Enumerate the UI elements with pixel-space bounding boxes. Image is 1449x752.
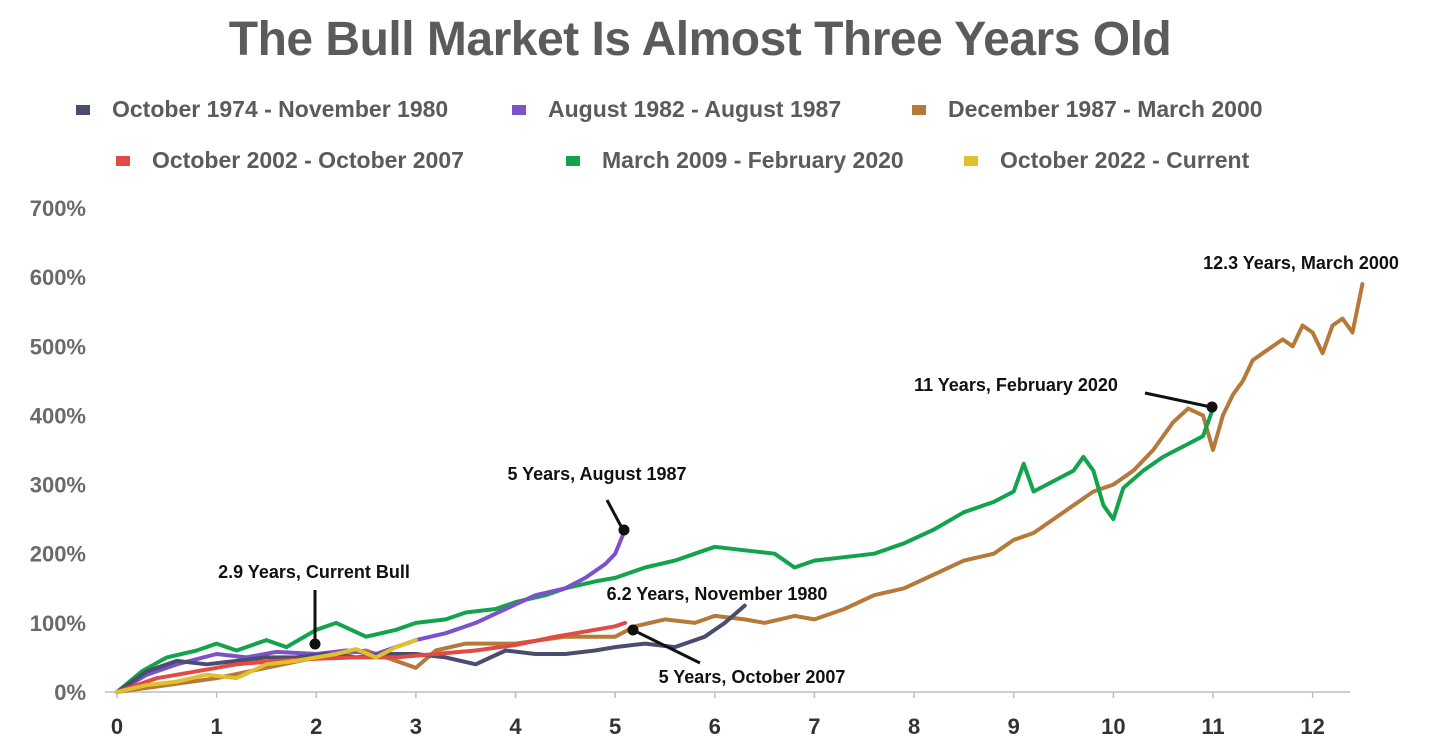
legend-item-1987: December 1987 - March 2000 <box>912 96 1263 123</box>
y-tick-label: 200% <box>30 542 86 567</box>
legend-label: August 1982 - August 1987 <box>548 96 842 122</box>
x-tick-label: 9 <box>1008 714 1020 739</box>
annotation-label-current-bull: 2.9 Years, Current Bull <box>218 562 410 582</box>
x-tick-label: 3 <box>410 714 422 739</box>
legend-label: October 1974 - November 1980 <box>112 96 449 122</box>
legend-label: March 2009 - February 2020 <box>602 147 904 173</box>
y-tick-label: 700% <box>30 196 86 221</box>
series-line-march-2009-february-2020 <box>115 406 1215 694</box>
legend-item-2002: October 2002 - October 2007 <box>116 147 464 174</box>
series-line-august-1982-august-1987 <box>115 527 628 694</box>
x-tick-label: 4 <box>509 714 522 739</box>
x-tick-label: 10 <box>1101 714 1125 739</box>
annotation-pointer <box>605 499 625 531</box>
chart-title: The Bull Market Is Almost Three Years Ol… <box>228 13 1172 66</box>
legend-swatch-icon <box>964 155 978 166</box>
legend-label: October 2002 - October 2007 <box>152 147 464 173</box>
x-tick-label: 12 <box>1300 714 1324 739</box>
series-group <box>115 282 1365 694</box>
y-tick-label: 400% <box>30 403 86 428</box>
annotation-label-aug-1987: 5 Years, August 1987 <box>507 464 686 484</box>
annotations-group: 12.3 Years, March 2000 11 Years, Februar… <box>218 253 1399 687</box>
annotation-label-feb-2020: 11 Years, February 2020 <box>914 375 1118 395</box>
series-line-october-2022-current <box>115 638 418 694</box>
annotation-label-oct-2007: 5 Years, October 2007 <box>659 667 846 687</box>
legend-swatch-icon <box>76 104 90 115</box>
legend-item-1982: August 1982 - August 1987 <box>512 96 841 123</box>
annotation-pointer <box>1144 391 1212 409</box>
x-axis: 0 1 2 3 4 5 6 7 8 9 10 11 12 <box>111 692 1325 739</box>
legend-swatch-icon <box>512 104 526 115</box>
x-tick-label: 0 <box>111 714 123 739</box>
y-tick-label: 100% <box>30 611 86 636</box>
y-axis: 0% 100% 200% 300% 400% 500% 600% 700% <box>30 196 86 705</box>
annotation-label-nov-1980: 6.2 Years, November 1980 <box>607 584 828 604</box>
y-tick-label: 300% <box>30 473 86 498</box>
x-tick-label: 11 <box>1201 714 1224 739</box>
legend-label: December 1987 - March 2000 <box>948 96 1263 122</box>
series-line-december-1987-march-2000 <box>115 282 1365 694</box>
x-tick-label: 1 <box>211 714 223 739</box>
legend-swatch-icon <box>116 155 130 166</box>
series-line-october-1974-november-1980 <box>115 603 747 694</box>
annotation-dot <box>309 638 321 650</box>
x-tick-label: 5 <box>609 714 621 739</box>
y-tick-label: 500% <box>30 334 86 359</box>
y-tick-label: 0% <box>54 680 86 705</box>
legend-swatch-icon <box>912 104 926 115</box>
legend-item-2022: October 2022 - Current <box>964 147 1249 174</box>
annotation-pointer <box>632 628 701 665</box>
annotation-dot <box>618 524 630 536</box>
legend-item-1974: October 1974 - November 1980 <box>76 96 448 123</box>
series-line-october-2002-october-2007 <box>115 620 628 694</box>
annotation-label-march-2000: 12.3 Years, March 2000 <box>1203 253 1399 273</box>
legend-item-2009: March 2009 - February 2020 <box>566 147 904 174</box>
x-tick-label: 7 <box>808 714 820 739</box>
legend-label: October 2022 - Current <box>1000 147 1250 173</box>
y-tick-label: 600% <box>30 265 86 290</box>
annotation-dot <box>1206 401 1218 413</box>
x-tick-label: 8 <box>908 714 920 739</box>
x-tick-label: 2 <box>310 714 322 739</box>
legend-swatch-icon <box>566 155 580 166</box>
annotation-dot <box>627 624 639 636</box>
x-tick-label: 6 <box>709 714 721 739</box>
